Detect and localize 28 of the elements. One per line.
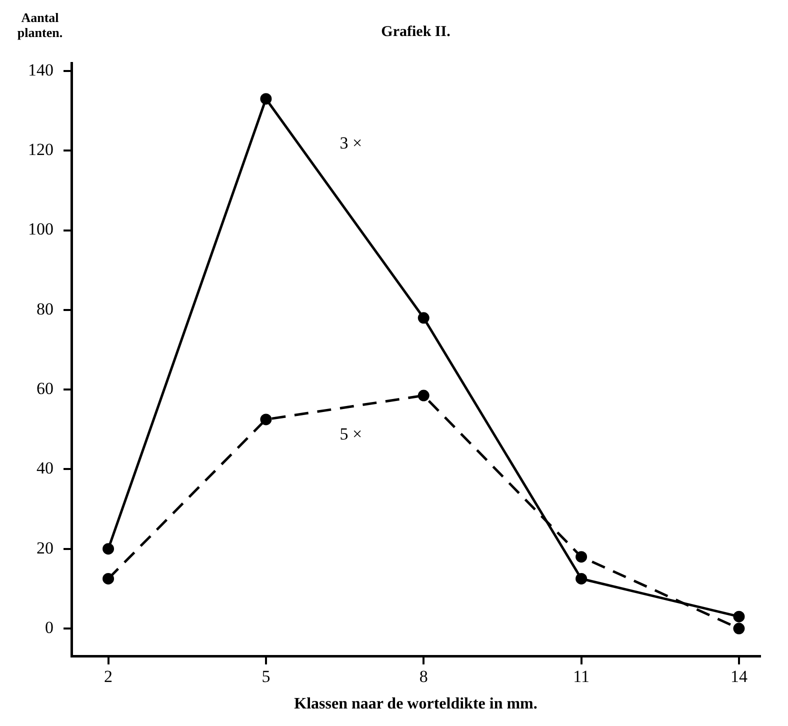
y-tick-label: 120 — [28, 140, 54, 160]
x-axis-title: Klassen naar de worteldikte in mm. — [294, 696, 538, 713]
chart-title: Grafiek II. — [381, 24, 451, 40]
point — [102, 572, 114, 584]
point — [418, 312, 430, 324]
x-tick-label: 8 — [419, 667, 428, 686]
x-tick-label: 2 — [104, 667, 113, 686]
point — [260, 414, 272, 426]
point — [260, 93, 272, 105]
y-axis-title: Aantal planten. — [17, 10, 63, 40]
series-label: 3 × — [340, 133, 362, 152]
x-tick-label: 5 — [262, 667, 270, 686]
series-label: 5 × — [340, 424, 362, 444]
y-tick-label: 40 — [36, 458, 54, 478]
y-tick-label: 100 — [28, 220, 54, 239]
point — [733, 622, 745, 634]
y-tick-label: 80 — [36, 299, 54, 318]
y-tick-label: 20 — [36, 538, 54, 558]
y-tick-label: 60 — [36, 379, 54, 398]
x-tick-label: 14 — [730, 667, 748, 686]
point — [102, 543, 114, 555]
x-tick-label: 11 — [573, 667, 590, 686]
point — [733, 610, 745, 622]
point — [418, 390, 430, 402]
y-tick-label: 0 — [45, 618, 54, 637]
point — [576, 551, 588, 563]
point — [576, 572, 588, 584]
y-tick-label: 140 — [28, 60, 54, 80]
